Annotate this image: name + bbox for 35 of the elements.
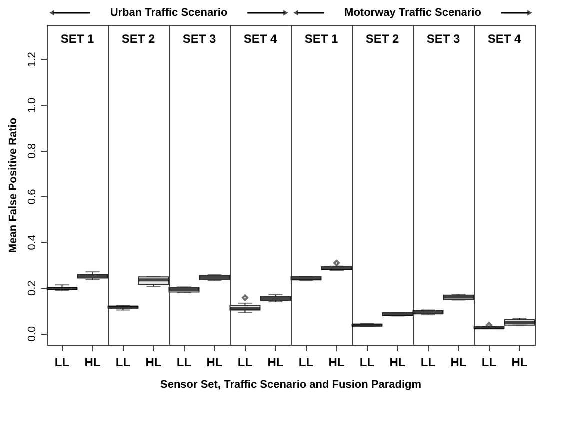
x-tick-label: LL [298, 356, 314, 370]
x-tick-label: LL [420, 356, 436, 370]
text: SET 3 [182, 32, 216, 46]
y-tick-label: 0.2 [26, 280, 38, 296]
text: SET 1 [60, 32, 94, 46]
text: SET 4 [488, 32, 522, 46]
text: SET 2 [122, 32, 156, 46]
y-axis-title: Mean False Positive Ratio [8, 118, 20, 254]
x-tick-label: HL [450, 356, 467, 370]
x-tick-label: HL [390, 356, 406, 370]
text: SET 3 [426, 32, 460, 46]
x-tick-label: LL [238, 356, 253, 370]
text: SET 2 [366, 32, 400, 46]
x-tick-label: HL [84, 356, 101, 370]
x-tick-label: LL [54, 356, 70, 370]
y-tick-label: 0.8 [26, 144, 38, 159]
y-tick-label: 0.4 [26, 234, 38, 250]
x-tick-label: HL [328, 356, 345, 370]
x-tick-label: HL [206, 356, 223, 370]
y-tick-label: 0.0 [26, 326, 38, 342]
x-tick-label: HL [146, 356, 162, 370]
text: SET 4 [244, 32, 278, 46]
x-tick-label: HL [512, 356, 528, 370]
text: Motorway Traffic Scenario [344, 7, 482, 19]
text: SET 1 [304, 32, 338, 46]
x-tick-label: LL [176, 356, 192, 370]
x-axis-title: Sensor Set, Traffic Scenario and Fusion Paradigm [160, 379, 422, 391]
y-tick-label: 1.2 [26, 52, 38, 68]
text: Urban Traffic Scenario [110, 7, 228, 19]
x-tick-label: LL [482, 356, 497, 370]
x-tick-label: LL [360, 356, 375, 370]
x-tick-label: LL [116, 356, 131, 370]
y-tick-label: 1.0 [26, 98, 38, 114]
x-tick-label: HL [268, 356, 284, 370]
y-tick-label: 0.6 [26, 189, 38, 205]
